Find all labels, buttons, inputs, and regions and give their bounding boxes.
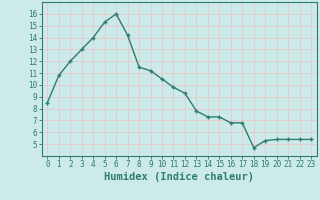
X-axis label: Humidex (Indice chaleur): Humidex (Indice chaleur): [104, 172, 254, 182]
